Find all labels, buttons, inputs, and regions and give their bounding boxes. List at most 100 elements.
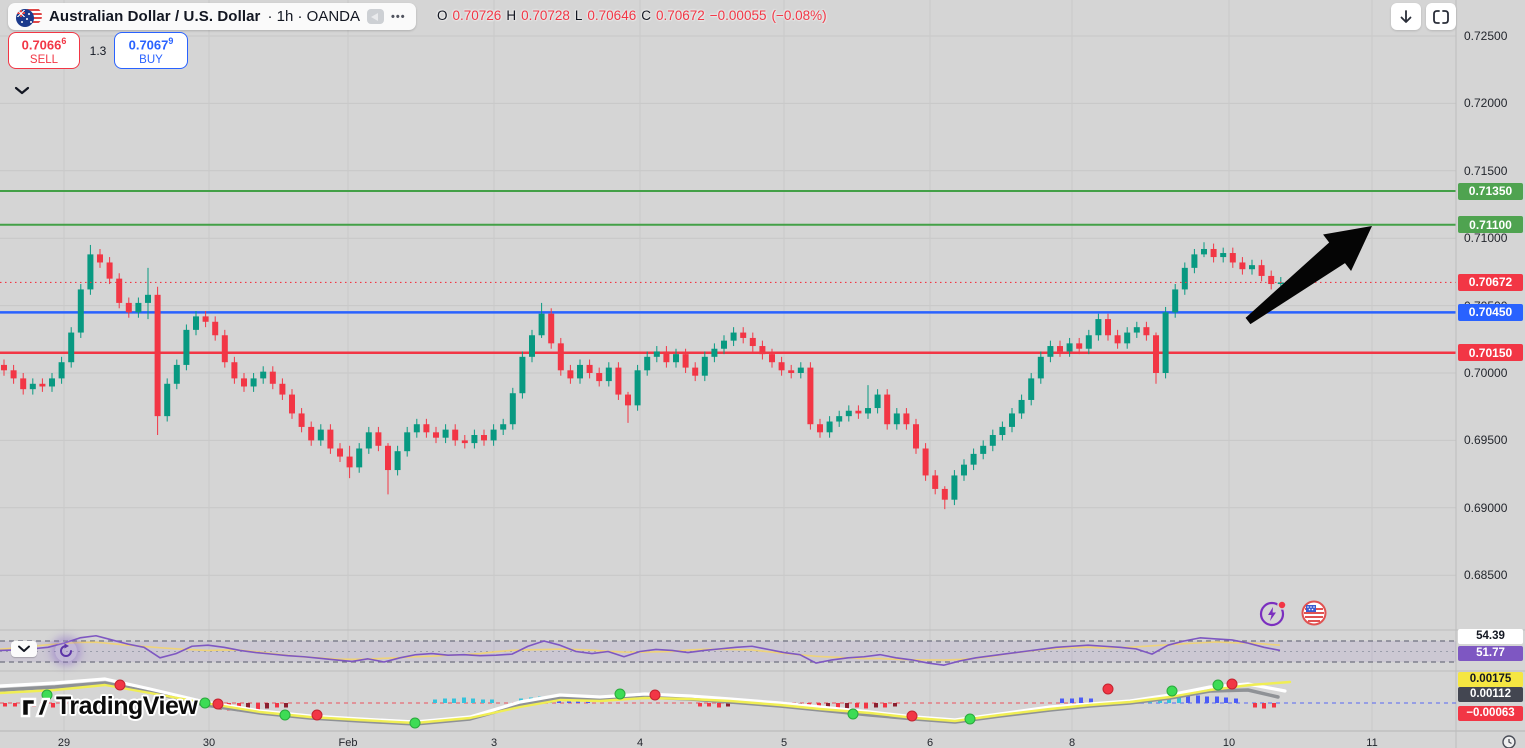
- close-label: C: [641, 8, 651, 23]
- candle-body: [519, 356, 526, 394]
- candle-body: [577, 364, 583, 379]
- time-axis-label[interactable]: 6: [926, 737, 934, 748]
- indicator-histogram-bar: [717, 703, 721, 708]
- time-axis-label[interactable]: 8: [1068, 737, 1076, 748]
- rsi-loop-icon[interactable]: [55, 640, 77, 662]
- indicator-histogram-bar: [864, 703, 868, 709]
- chevron-down-icon[interactable]: [14, 82, 30, 100]
- us-flag-event-icon[interactable]: [1300, 599, 1329, 628]
- candle-body: [125, 302, 132, 313]
- candle-body: [797, 367, 804, 373]
- time-axis-label[interactable]: 10: [1222, 737, 1236, 748]
- indicator-histogram-bar: [883, 703, 887, 708]
- candle-body: [29, 383, 36, 390]
- time-axis-label[interactable]: 11: [1366, 737, 1378, 748]
- candle-body: [788, 370, 795, 373]
- scroll-down-button[interactable]: [1391, 3, 1421, 30]
- candle-body: [241, 378, 247, 387]
- symbol-title[interactable]: Australian Dollar / U.S. Dollar: [49, 8, 261, 25]
- candle-body: [759, 346, 766, 355]
- candle-body: [1153, 335, 1159, 373]
- time-axis-label[interactable]: 29: [57, 737, 71, 748]
- time-axis-label[interactable]: 30: [202, 737, 216, 748]
- trend-line-yellow: [0, 680, 1292, 725]
- candle-body: [260, 371, 267, 379]
- candle-body: [164, 383, 171, 417]
- candle-body: [471, 435, 478, 444]
- candle-body: [1057, 346, 1063, 352]
- sell-signal-dot: [1102, 683, 1114, 695]
- arrow-down-icon: [1400, 9, 1412, 23]
- candle-body: [87, 254, 94, 290]
- flash-icon[interactable]: [1259, 599, 1288, 628]
- candle-body: [77, 289, 84, 333]
- buy-signal-dot: [964, 713, 976, 725]
- indicator-histogram-bar: [70, 703, 74, 707]
- time-axis-label[interactable]: 3: [490, 737, 498, 748]
- indicator-histogram-bar: [60, 703, 64, 707]
- indicator-histogram-bar: [855, 703, 859, 708]
- indicator-histogram-bar: [698, 703, 702, 707]
- sell-button[interactable]: 0.70666 SELL: [8, 32, 80, 69]
- sell-signal-dot: [649, 689, 661, 701]
- indicator-histogram-bar: [1089, 698, 1093, 703]
- candle-body: [317, 429, 324, 441]
- candle-body: [346, 456, 353, 468]
- tradingview-logo[interactable]: TradingView: [20, 692, 198, 721]
- fullscreen-button[interactable]: [1426, 3, 1456, 30]
- candle-body: [423, 424, 430, 433]
- clock-icon[interactable]: [1501, 734, 1518, 748]
- indicator-histogram-bar: [3, 703, 7, 707]
- candle-body: [1268, 275, 1275, 285]
- price-tick-label: 0.71500: [1464, 163, 1508, 178]
- indicator-histogram-bar: [1224, 697, 1228, 703]
- candle-body: [20, 378, 27, 390]
- open-value: 0.70726: [452, 8, 502, 23]
- candle-body: [711, 348, 718, 357]
- low-value: 0.70646: [587, 8, 637, 23]
- candle-body: [538, 313, 545, 336]
- candle-body: [394, 451, 401, 471]
- candle-body: [385, 445, 391, 471]
- rsi-collapse-button[interactable]: [11, 641, 37, 657]
- time-axis-label[interactable]: 4: [636, 737, 644, 748]
- symbol-interval-exchange[interactable]: · 1h · OANDA: [267, 8, 361, 25]
- symbol-legend[interactable]: Australian Dollar / U.S. Dollar · 1h · O…: [8, 3, 416, 30]
- change-percent: (−0.08%): [771, 8, 827, 23]
- candle-body: [1105, 319, 1111, 336]
- indicator-histogram-bar: [452, 698, 456, 703]
- candle-body: [356, 448, 363, 468]
- candle-body: [106, 262, 113, 279]
- candle-body: [250, 378, 257, 387]
- indicator-histogram-bar: [1196, 695, 1200, 703]
- more-options-icon[interactable]: •••: [391, 10, 406, 23]
- candle-body: [327, 429, 334, 449]
- candle-body: [1085, 335, 1092, 349]
- time-axis-label[interactable]: 5: [780, 737, 788, 748]
- candle-body: [1095, 319, 1102, 336]
- candle-body: [481, 435, 487, 441]
- indicator-histogram-bar: [1205, 696, 1209, 703]
- buy-price: 0.7067: [128, 37, 169, 53]
- time-axis-label[interactable]: Feb: [338, 737, 358, 748]
- candle-body: [1114, 335, 1121, 344]
- candle-body: [289, 394, 295, 414]
- rsi-line: [0, 634, 1281, 666]
- candle-body: [653, 351, 660, 357]
- candle-body: [202, 316, 209, 322]
- spread-value: 1.3: [89, 44, 107, 58]
- candle-body: [749, 337, 756, 347]
- candle-body: [413, 424, 420, 433]
- buy-button[interactable]: 0.70679 BUY: [114, 32, 188, 69]
- indicator-value-badge: 0.00175: [1458, 671, 1523, 687]
- candle-body: [922, 448, 929, 476]
- indicator-histogram-bar: [13, 703, 17, 707]
- level-price-badge: 0.70450: [1458, 303, 1523, 321]
- candle-body: [807, 367, 814, 425]
- price-tick-label: 0.68500: [1464, 568, 1508, 583]
- indicator-value-badge: 0.00112: [1458, 686, 1523, 702]
- indicator-histogram-bar: [265, 703, 269, 709]
- candle-body: [298, 413, 305, 427]
- price-tick-label: 0.70000: [1464, 366, 1508, 380]
